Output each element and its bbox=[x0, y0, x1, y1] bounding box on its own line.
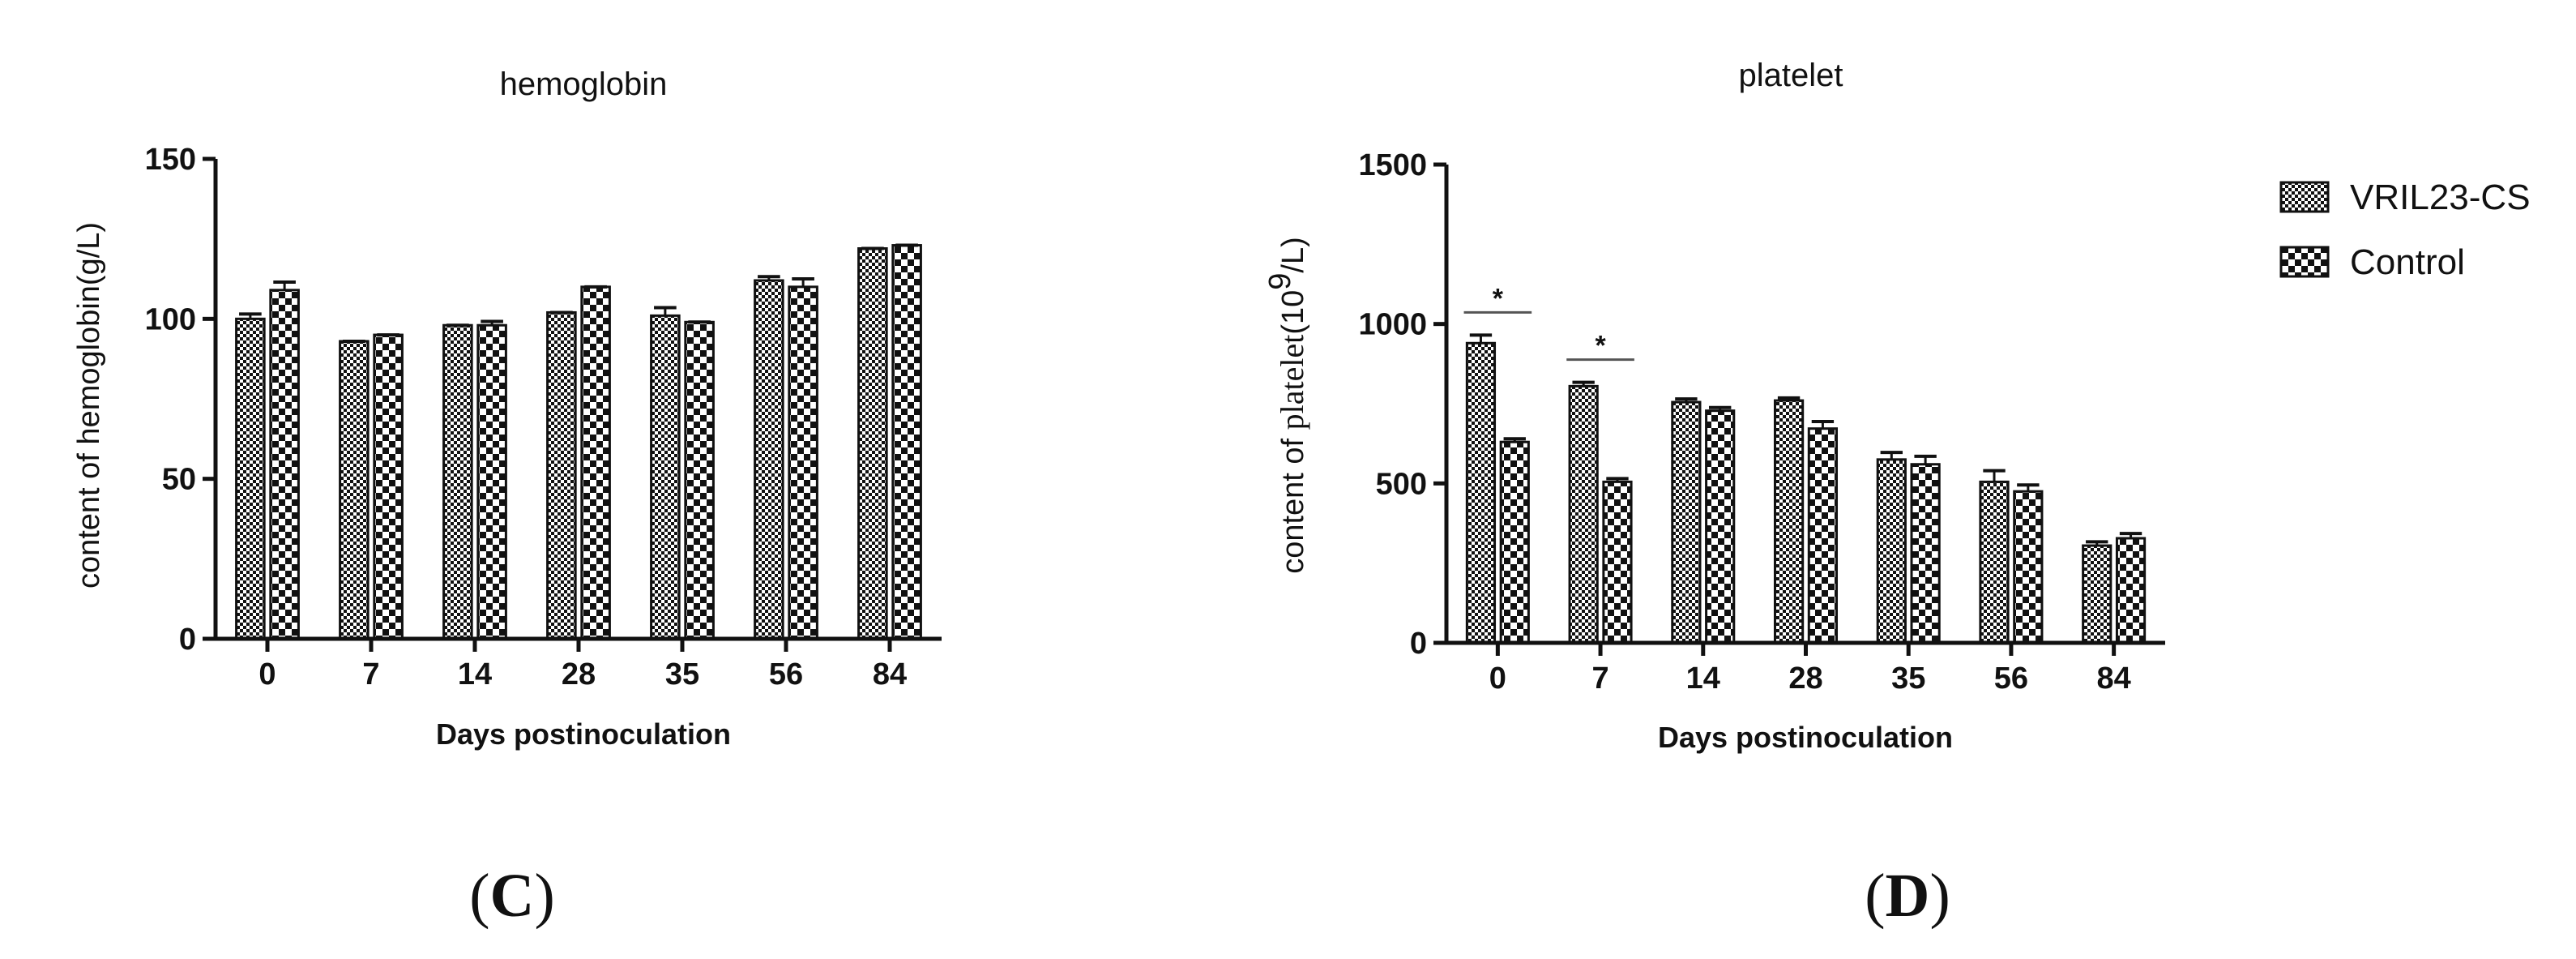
x-tick-label: 28 bbox=[1788, 661, 1822, 696]
x-tick-label: 7 bbox=[362, 657, 379, 691]
bar bbox=[1671, 400, 1702, 644]
x-tick-label: 28 bbox=[562, 657, 596, 691]
bar bbox=[684, 320, 715, 640]
legend-swatch bbox=[2279, 181, 2330, 213]
chart-title: hemoglobin bbox=[500, 66, 668, 102]
bar bbox=[2115, 537, 2147, 644]
bar bbox=[1876, 458, 1907, 644]
bar bbox=[2082, 544, 2112, 644]
x-tick-label: 84 bbox=[873, 657, 907, 691]
panel-label-d: (D) bbox=[1865, 862, 1950, 930]
bar bbox=[546, 310, 577, 640]
x-tick-label: 56 bbox=[1994, 661, 2028, 696]
bar bbox=[580, 285, 611, 640]
significance-marker: * bbox=[1493, 283, 1504, 314]
bar bbox=[2013, 490, 2044, 644]
plot-area: 0 50 100 150 0 7 14 28 35 56 84 bbox=[145, 143, 942, 691]
significance-marker: * bbox=[1595, 331, 1606, 362]
y-tick-label: 150 bbox=[145, 143, 196, 177]
bar bbox=[857, 247, 888, 640]
x-tick-label: 35 bbox=[1891, 661, 1925, 696]
x-tick-label: 7 bbox=[1592, 661, 1609, 696]
y-tick-label: 0 bbox=[179, 623, 196, 657]
x-tick-label: 0 bbox=[258, 657, 276, 691]
bar bbox=[1979, 480, 2010, 644]
chart-platelet: platelet content of platelet(109/L) Days… bbox=[1263, 58, 2165, 754]
panel-label-c: (C) bbox=[469, 862, 555, 930]
legend-label: Control bbox=[2350, 242, 2465, 282]
y-tick-label: 100 bbox=[145, 302, 196, 336]
legend-item-control: Control bbox=[2279, 242, 2465, 282]
legend-swatch bbox=[2279, 246, 2330, 278]
y-tick-label: 1500 bbox=[1358, 148, 1427, 182]
x-tick-label: 35 bbox=[665, 657, 699, 691]
bar bbox=[235, 317, 266, 640]
bar bbox=[754, 279, 784, 640]
y-tick-label: 500 bbox=[1376, 467, 1427, 501]
bar bbox=[1807, 427, 1839, 644]
x-tick-label: 84 bbox=[2097, 661, 2131, 696]
bar bbox=[476, 323, 507, 640]
bar bbox=[373, 333, 404, 640]
legend-label: VRIL23-CS bbox=[2350, 178, 2531, 217]
bar bbox=[650, 314, 681, 640]
bar bbox=[788, 285, 818, 640]
bar bbox=[339, 340, 370, 640]
bar bbox=[1773, 399, 1805, 644]
chart-title: platelet bbox=[1739, 58, 1843, 93]
chart-hemoglobin: hemoglobin content of hemoglobin(g/L) Da… bbox=[72, 66, 942, 751]
x-tick-label: 14 bbox=[458, 657, 492, 691]
x-axis-label: Days postinoculation bbox=[1658, 721, 1953, 754]
bar bbox=[269, 289, 300, 640]
bar bbox=[1705, 409, 1736, 644]
x-tick-label: 56 bbox=[769, 657, 803, 691]
y-tick-label: 0 bbox=[1410, 627, 1427, 661]
plot-area: * * 0 500 1000 1500 0 7 14 28 35 56 84 bbox=[1358, 148, 2165, 696]
legend: VRIL23-CS Control bbox=[2279, 178, 2531, 282]
bar bbox=[1499, 440, 1530, 644]
x-tick-label: 0 bbox=[1489, 661, 1506, 696]
x-axis-label: Days postinoculation bbox=[436, 717, 731, 751]
bar bbox=[1568, 384, 1599, 644]
bar bbox=[891, 244, 922, 640]
bar bbox=[442, 323, 473, 640]
bar bbox=[1602, 480, 1633, 644]
y-axis-label: content of hemoglobin(g/L) bbox=[72, 222, 106, 589]
bar bbox=[1465, 341, 1497, 644]
y-tick-label: 1000 bbox=[1358, 308, 1427, 342]
legend-item-vril23-cs: VRIL23-CS bbox=[2279, 178, 2531, 217]
x-tick-label: 14 bbox=[1686, 661, 1720, 696]
y-tick-label: 50 bbox=[162, 463, 196, 497]
y-axis-label: content of platelet(109/L) bbox=[1263, 237, 1310, 574]
bar bbox=[1910, 463, 1941, 644]
